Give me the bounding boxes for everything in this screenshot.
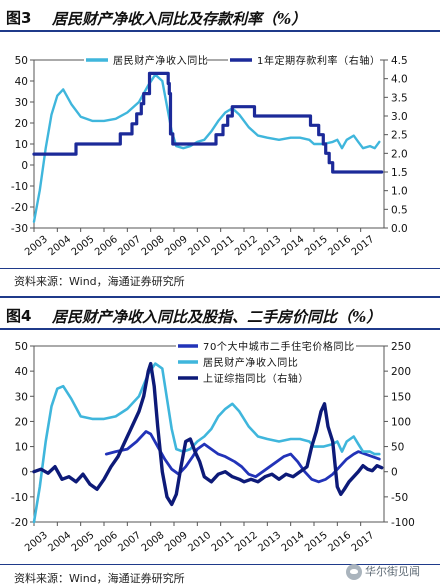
x-axis-tick-label: 2012 — [233, 234, 260, 258]
x-axis-tick-label: 2009 — [163, 530, 190, 554]
series-line-1 — [104, 430, 381, 484]
series-line-1 — [32, 73, 381, 223]
x-axis-tick-label: 2009 — [163, 234, 190, 258]
left-axis-tick-label: 40 — [15, 366, 28, 378]
figure-4-title: 居民财产净收入同比及股指、二手房价同比（%） — [52, 308, 382, 326]
right-axis-tick-label: 3.5 — [391, 92, 408, 104]
right-axis-tick-label: 2.5 — [391, 130, 408, 142]
figure-4-source: 资料来源：Wind，海通证券研究所 — [14, 572, 185, 585]
figure-3-chart: -30 -20 -10 0 10 20 30 40 50 0.0 0.5 1.0 1.5 2.0 2.5 3.… — [11, 53, 408, 258]
left-axis-tick-label: 10 — [15, 442, 28, 454]
series-line-2 — [32, 71, 384, 174]
x-axis-tick-label: 2015 — [303, 530, 330, 554]
x-axis-tick-label: 2014 — [280, 234, 307, 258]
x-axis-tick-label: 2013 — [256, 234, 283, 258]
legend-label: 1年定期存款利率（右轴） — [257, 54, 381, 67]
x-axis-tick-label: 2004 — [46, 530, 73, 554]
legend-label: 70个大中城市二手住宅价格同比 — [203, 340, 355, 353]
series-line-3 — [32, 361, 384, 507]
x-axis-tick-label: 2016 — [326, 530, 353, 554]
left-axis-tick-label: -20 — [11, 202, 28, 214]
right-axis-tick-label: 4.5 — [391, 55, 408, 67]
right-axis-tick-label: 0.5 — [391, 204, 408, 216]
left-axis-tick-label: 50 — [15, 55, 28, 67]
left-axis-tick-label: 10 — [15, 139, 28, 151]
right-axis-tick-label: -50 — [391, 492, 408, 504]
figure-3-title: 居民财产净收入同比及存款利率（%） — [52, 10, 307, 28]
x-axis-tick-label: 2007 — [116, 530, 143, 554]
left-axis-tick-label: 50 — [15, 341, 28, 353]
x-axis-tick-label: 2010 — [186, 530, 213, 554]
x-axis-tick-label: 2017 — [350, 530, 377, 554]
left-axis-tick-label: -10 — [11, 181, 28, 193]
right-axis-tick-label: 50 — [391, 442, 404, 454]
right-axis-tick-label: 0 — [391, 467, 398, 479]
x-axis-tick-label: 2003 — [23, 530, 50, 554]
x-axis-tick-label: 2005 — [70, 234, 97, 258]
figure-4-source-divider — [0, 564, 440, 565]
x-axis-tick-label: 2011 — [210, 234, 237, 258]
right-axis-tick-label: 4.0 — [391, 74, 408, 86]
x-axis-tick-label: 2017 — [350, 234, 377, 258]
legend-backing — [176, 339, 356, 353]
right-axis-tick-label: 2.0 — [391, 148, 408, 160]
x-axis-tick-label: 2003 — [23, 234, 50, 258]
x-axis-tick-label: 2011 — [210, 530, 237, 554]
left-axis-tick-label: 30 — [15, 97, 28, 109]
wechat-icon — [346, 564, 362, 580]
x-axis-tick-label: 2007 — [116, 234, 143, 258]
x-axis-tick-label: 2006 — [93, 530, 120, 554]
left-axis-tick-label: -10 — [11, 492, 28, 504]
x-axis-tick-label: 2005 — [70, 530, 97, 554]
figure-4-chart: -20-1001020304050-100-500501001502002502… — [11, 339, 415, 554]
x-axis-tick-label: 2012 — [233, 530, 260, 554]
right-axis-tick-label: 1.5 — [391, 167, 408, 179]
right-axis-tick-label: -100 — [391, 517, 415, 529]
x-axis-tick-label: 2004 — [46, 234, 73, 258]
figure-3-source-divider — [0, 268, 440, 269]
x-axis-tick-label: 2013 — [256, 530, 283, 554]
left-axis-tick-label: 30 — [15, 391, 28, 403]
left-axis-tick-label: 20 — [15, 118, 28, 130]
right-axis-tick-label: 100 — [391, 416, 411, 428]
watermark-text: 华尔街见闻 — [365, 565, 420, 578]
right-axis-tick-label: 3.0 — [391, 111, 408, 123]
figure-3-source: 资料来源：Wind，海通证券研究所 — [14, 275, 185, 288]
x-axis-tick-label: 2015 — [303, 234, 330, 258]
legend-label: 居民财产净收入同比 — [113, 54, 208, 67]
x-axis-tick-label: 2014 — [280, 530, 307, 554]
legend-label: 上证综指同比（右轴） — [203, 372, 309, 385]
x-axis-tick-label: 2010 — [186, 234, 213, 258]
left-axis-tick-label: 40 — [15, 76, 28, 88]
x-axis-tick-label: 2008 — [140, 234, 167, 258]
figure-4-title-bar: 图4 居民财产净收入同比及股指、二手房价同比（%） — [0, 296, 440, 330]
legend-label: 居民财产净收入同比 — [203, 356, 298, 369]
figure-4-number: 图4 — [6, 307, 32, 325]
x-axis-tick-label: 2008 — [140, 530, 167, 554]
right-axis-tick-label: 0.0 — [391, 223, 408, 235]
x-axis-tick-label: 2006 — [93, 234, 120, 258]
right-axis-tick-label: 200 — [391, 366, 411, 378]
right-axis-tick-label: 150 — [391, 391, 411, 403]
left-axis-tick-label: 0 — [21, 467, 28, 479]
left-axis-tick-label: 20 — [15, 416, 28, 428]
x-axis-tick-label: 2016 — [326, 234, 353, 258]
legend-backing — [176, 355, 296, 369]
legend-backing — [228, 53, 380, 67]
right-axis-tick-label: 1.0 — [391, 186, 408, 198]
figure-3-number: 图3 — [6, 9, 32, 27]
left-axis-tick-label: -30 — [11, 223, 28, 235]
right-axis-tick-label: 250 — [391, 341, 411, 353]
left-axis-tick-label: -20 — [11, 517, 28, 529]
left-axis-tick-label: 0 — [21, 160, 28, 172]
series-line-2 — [32, 362, 381, 524]
legend-backing — [84, 53, 206, 67]
figure-3-title-bar: 图3 居民财产净收入同比及存款利率（%） — [0, 0, 440, 32]
legend-backing — [176, 371, 306, 385]
watermark: 华尔街见闻 — [346, 563, 420, 583]
